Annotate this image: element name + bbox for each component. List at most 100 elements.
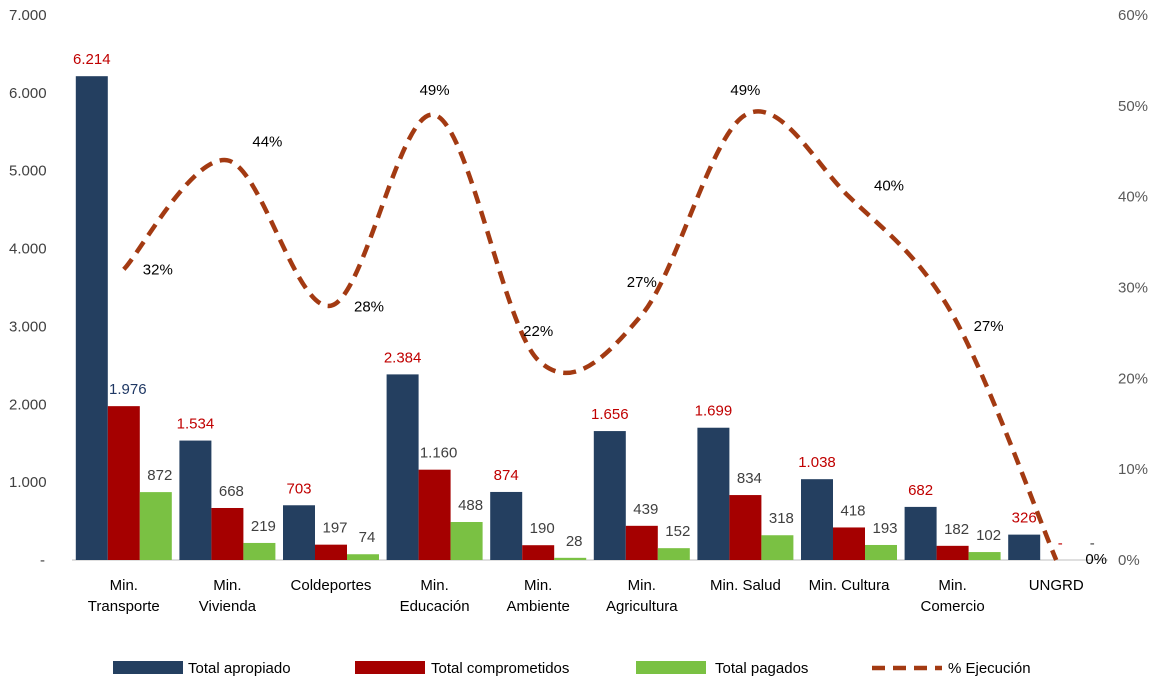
legend-label: Total pagados (715, 660, 808, 677)
x-tick-label: Coldeportes (291, 577, 372, 594)
left-tick-label: 7.000 (9, 7, 47, 24)
bar-value-label: 1.160 (420, 445, 458, 462)
bar-pagados (761, 535, 794, 560)
bar-pagados (865, 544, 897, 560)
bar-value-label: 197 (322, 520, 347, 537)
bar-apropiado (386, 374, 419, 560)
x-tick-label-line: Min. (420, 577, 448, 594)
x-tick-label-line: Educación (400, 598, 470, 615)
bar-pagados (139, 492, 172, 560)
legend-label: % Ejecución (948, 660, 1031, 677)
bar-value-label: 190 (530, 520, 555, 537)
right-tick-label: 40% (1118, 189, 1148, 206)
bar-apropiado (801, 479, 833, 560)
right-tick-label: 60% (1118, 7, 1148, 24)
bar-value-label: 874 (494, 467, 519, 484)
right-tick-label: 10% (1118, 461, 1148, 478)
x-tick-label-line: UNGRD (1029, 577, 1084, 594)
bar-apropiado (179, 440, 212, 560)
x-tick-label-line: Agricultura (606, 598, 678, 615)
left-tick-label: 3.000 (9, 318, 47, 335)
right-tick-label: 20% (1118, 370, 1148, 387)
line-value-label: 49% (730, 82, 760, 99)
bar-value-label: 834 (737, 470, 762, 487)
bar-value-label: 488 (458, 497, 483, 514)
legend-label: Total comprometidos (431, 660, 569, 677)
right-tick-label: 50% (1118, 98, 1148, 115)
bar-apropiado (283, 505, 315, 560)
bar-labels-layer: 6.214 1.976 872 1.534 668 219 703 197 74 2.384 1.1… (73, 51, 1095, 552)
bar-comprometidos (107, 406, 140, 560)
bar-pagados (243, 542, 276, 560)
x-tick-label: Min. Ambiente (507, 577, 570, 615)
legend-swatch (113, 661, 183, 674)
bar-comprometidos (936, 545, 969, 560)
bar-pagados (968, 552, 1001, 560)
legend: Total apropiado Total comprometidos Total … (113, 660, 1031, 677)
bar-comprometidos (522, 545, 555, 560)
line-value-label: 32% (143, 261, 173, 278)
bar-value-label: 318 (769, 510, 794, 527)
line-labels-layer: 32% 44% 28% 49% 22% 27% 49% 40% 27% 0% (143, 82, 1107, 568)
line-layer (122, 109, 1059, 561)
left-tick-label: 2.000 (9, 396, 47, 413)
x-tick-label-line: Coldeportes (291, 577, 372, 594)
line-value-label: 40% (874, 178, 904, 195)
x-tick-label-line: Min. (524, 577, 552, 594)
legend-swatch (355, 661, 425, 674)
x-tick-label-line: Min. Cultura (809, 577, 891, 594)
bar-apropiado (1008, 534, 1041, 560)
line-value-label: 22% (523, 323, 553, 340)
bar-value-label: 703 (286, 480, 311, 497)
line-value-label: 44% (252, 133, 282, 150)
bar-comprometidos (625, 525, 658, 560)
x-tick-label: Min. Salud (710, 577, 781, 594)
bar-value-label: 74 (359, 529, 376, 546)
bar-apropiado (490, 491, 523, 560)
bar-value-label: 1.534 (177, 416, 215, 433)
bar-apropiado (904, 506, 937, 560)
legend-label: Total apropiado (188, 660, 291, 677)
left-tick-label: 5.000 (9, 163, 47, 180)
bar-value-label: 28 (566, 533, 583, 550)
bar-apropiado (697, 427, 730, 560)
right-tick-label: 30% (1118, 280, 1148, 297)
left-tick-label: 6.000 (9, 85, 47, 102)
x-tick-label: Min. Agricultura (606, 577, 678, 615)
bar-pagados (347, 554, 379, 560)
bar-value-label: 682 (908, 482, 933, 499)
x-axis-labels: Min. Transporte Min. Vivienda Coldeportes Min… (88, 577, 1084, 615)
bar-pagados (450, 522, 483, 560)
x-tick-label-line: Min. (938, 577, 966, 594)
bar-comprometidos (315, 544, 347, 560)
bar-value-label: 152 (665, 523, 690, 540)
bar-value-label: 1.699 (695, 403, 733, 420)
bars-layer (75, 76, 1041, 561)
left-tick-label: 1.000 (9, 474, 47, 491)
x-tick-label-line: Ambiente (507, 598, 570, 615)
x-tick-label: Min. Transporte (88, 577, 160, 615)
bar-value-label: 182 (944, 521, 969, 538)
x-tick-label-line: Min. (110, 577, 138, 594)
bar-value-label: 193 (872, 520, 897, 537)
bar-value-label: - (1058, 535, 1063, 552)
x-tick-label-line: Min. Salud (710, 577, 781, 594)
x-tick-label: Min. Vivienda (199, 577, 257, 615)
left-tick-label: 4.000 (9, 241, 47, 258)
bar-comprometidos (418, 469, 451, 560)
bar-value-label: 439 (633, 501, 658, 518)
legend-swatch (636, 661, 706, 674)
right-tick-label: 0% (1118, 552, 1140, 569)
x-tick-label-line: Min. (628, 577, 656, 594)
right-y-axis: 0% 10% 20% 30% 40% 50% 60% (1118, 7, 1148, 569)
bar-value-label: 6.214 (73, 51, 111, 68)
line-value-label: 27% (627, 274, 657, 291)
x-tick-label-line: Comercio (921, 598, 985, 615)
line-value-label: 28% (354, 299, 384, 316)
x-tick-label: UNGRD (1029, 577, 1084, 594)
bar-value-label: 872 (147, 467, 172, 484)
bar-value-label: 2.384 (384, 349, 422, 366)
x-tick-label-line: Min. (213, 577, 241, 594)
